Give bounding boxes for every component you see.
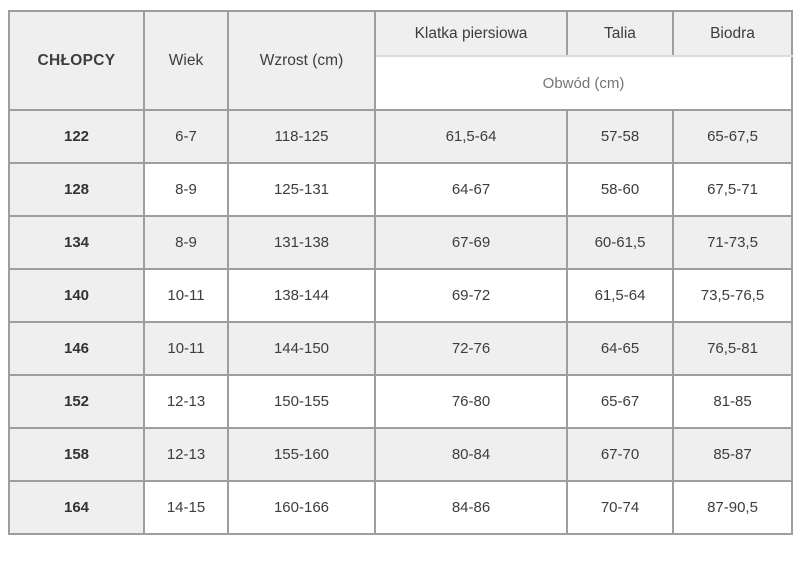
column-header-age: Wiek [143, 10, 229, 111]
cell-hips: 85-87 [672, 427, 793, 482]
cell-hips: 71-73,5 [672, 215, 793, 270]
table-row: 146 10-11 144-150 72-76 64-65 76,5-81 [8, 321, 793, 376]
cell-chest: 69-72 [374, 268, 568, 323]
column-header-height: Wzrost (cm) [227, 10, 376, 111]
cell-height: 150-155 [227, 374, 376, 429]
table-row: 140 10-11 138-144 69-72 61,5-64 73,5-76,… [8, 268, 793, 323]
cell-hips: 76,5-81 [672, 321, 793, 376]
cell-height: 144-150 [227, 321, 376, 376]
cell-age: 12-13 [143, 374, 229, 429]
cell-waist: 57-58 [566, 109, 674, 164]
cell-hips: 65-67,5 [672, 109, 793, 164]
cell-age: 8-9 [143, 215, 229, 270]
table-row: 134 8-9 131-138 67-69 60-61,5 71-73,5 [8, 215, 793, 270]
cell-age: 10-11 [143, 321, 229, 376]
table-row: 128 8-9 125-131 64-67 58-60 67,5-71 [8, 162, 793, 217]
circumference-header: Obwód (cm) [374, 55, 793, 111]
table-row: 164 14-15 160-166 84-86 70-74 87-90,5 [8, 480, 793, 535]
cell-hips: 81-85 [672, 374, 793, 429]
table-row: 152 12-13 150-155 76-80 65-67 81-85 [8, 374, 793, 429]
cell-chest: 76-80 [374, 374, 568, 429]
cell-waist: 60-61,5 [566, 215, 674, 270]
header-row-main: CHŁOPCY Wiek Wzrost (cm) Klatka piersiow… [8, 10, 793, 111]
cell-size: 140 [8, 268, 145, 323]
cell-chest: 84-86 [374, 480, 568, 535]
cell-chest: 64-67 [374, 162, 568, 217]
cell-chest: 67-69 [374, 215, 568, 270]
column-header-chest: Klatka piersiowa [374, 10, 568, 57]
cell-waist: 58-60 [566, 162, 674, 217]
cell-waist: 67-70 [566, 427, 674, 482]
cell-hips: 73,5-76,5 [672, 268, 793, 323]
cell-waist: 61,5-64 [566, 268, 674, 323]
cell-height: 138-144 [227, 268, 376, 323]
cell-chest: 61,5-64 [374, 109, 568, 164]
cell-size: 134 [8, 215, 145, 270]
cell-waist: 70-74 [566, 480, 674, 535]
cell-size: 128 [8, 162, 145, 217]
boys-size-chart-table: CHŁOPCY Wiek Wzrost (cm) Klatka piersiow… [8, 10, 793, 535]
cell-size: 152 [8, 374, 145, 429]
cell-age: 14-15 [143, 480, 229, 535]
cell-height: 131-138 [227, 215, 376, 270]
column-header-waist: Talia [566, 10, 674, 57]
cell-height: 125-131 [227, 162, 376, 217]
cell-hips: 87-90,5 [672, 480, 793, 535]
cell-size: 146 [8, 321, 145, 376]
cell-waist: 64-65 [566, 321, 674, 376]
column-header-boys: CHŁOPCY [8, 10, 145, 111]
cell-age: 12-13 [143, 427, 229, 482]
cell-age: 6-7 [143, 109, 229, 164]
cell-age: 8-9 [143, 162, 229, 217]
table-row: 122 6-7 118-125 61,5-64 57-58 65-67,5 [8, 109, 793, 164]
cell-age: 10-11 [143, 268, 229, 323]
cell-hips: 67,5-71 [672, 162, 793, 217]
cell-waist: 65-67 [566, 374, 674, 429]
cell-chest: 80-84 [374, 427, 568, 482]
table-row: 158 12-13 155-160 80-84 67-70 85-87 [8, 427, 793, 482]
cell-size: 122 [8, 109, 145, 164]
cell-height: 118-125 [227, 109, 376, 164]
cell-chest: 72-76 [374, 321, 568, 376]
header-row-circumference: Obwód (cm) [9, 55, 793, 111]
cell-height: 155-160 [227, 427, 376, 482]
cell-size: 158 [8, 427, 145, 482]
cell-size: 164 [8, 480, 145, 535]
cell-height: 160-166 [227, 480, 376, 535]
column-header-hips: Biodra [672, 10, 793, 57]
